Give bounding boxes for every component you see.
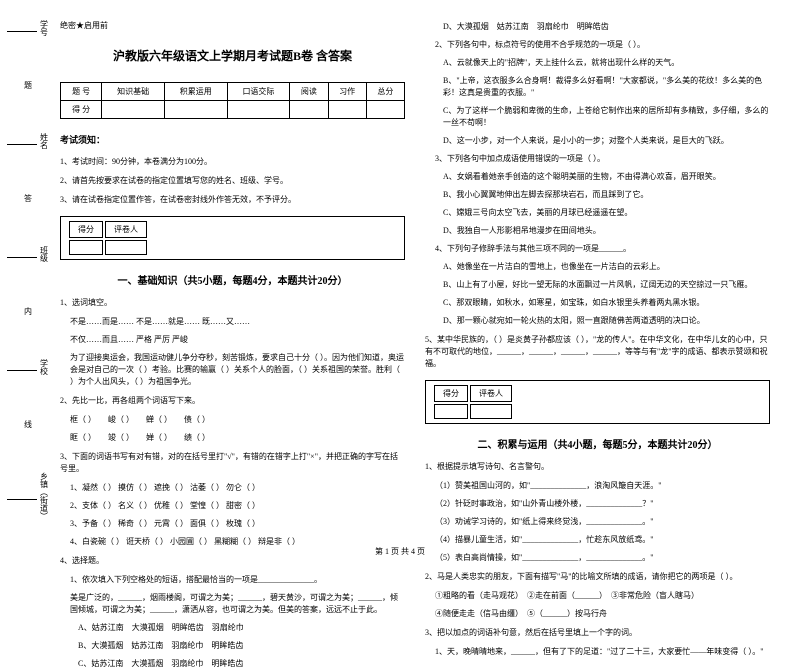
q1: 1、选词填空。	[60, 297, 405, 309]
notice-head: 考试须知：	[60, 133, 405, 146]
q1a: 不是……而是…… 不是……就是…… 既……又……	[70, 316, 405, 328]
optC: C、姑苏江南 大漠孤烟 羽扇纶巾 明眸皓齿	[78, 658, 405, 670]
q3c: 3、予备（ ） 稀奇（ ） 元霄（ ） 面俱（ ） 枚瑰（ ）	[70, 518, 405, 530]
q4e2: B、山上有了小屋，好比一望无际的水面飘过一片风帆，辽阔无边的天空掠过一只飞雁。	[443, 279, 770, 291]
optA: A、姑苏江南 大漠孤烟 明眸皓齿 羽扇纶巾	[78, 622, 405, 634]
q2: 2、先比一比，再各组两个词语写下来。	[60, 395, 405, 407]
q2a: 框（ ） 峻（ ） 蝉（ ） 债（ ）	[70, 414, 405, 426]
sub-score-box-2: 得分评卷人	[425, 380, 770, 424]
side-da: 答	[23, 194, 34, 202]
q3b: 2、支体（ ） 名义（ ） 优稚（ ） 堂惶（ ） 甜密（ ）	[70, 500, 405, 512]
optB: B、大漠孤烟 姑苏江南 羽扇纶巾 明眸皓齿	[78, 640, 405, 652]
q3: 3、下面的词语书写有对有错，对的在括号里打"√"，有错的在错字上打"×"，并把正…	[60, 451, 405, 475]
score-table: 题 号 知识基础 积累运用 口语交际 阅读 习作 总分 得 分	[60, 82, 405, 119]
th-2: 积累运用	[164, 83, 227, 101]
th-3: 口语交际	[227, 83, 290, 101]
row2-label: 得 分	[61, 101, 102, 119]
th-0: 题 号	[61, 83, 102, 101]
q4b: 美是广泛的，______，烟雨楼阁，可谓之为美；______，碧天黄沙，可谓之为…	[70, 592, 405, 616]
q4e: 4、下列句子修辞手法与其他三项不同的一项是______。	[435, 243, 770, 255]
s2q1c: （3）劝诫学习诗的，如"纸上得来终觉浅，______________。"	[435, 516, 770, 528]
optD: D、大漠孤烟 姑苏江南 羽扇纶巾 明眸皓齿	[443, 21, 770, 33]
s2q1b: （2）针砭时事政治，如"山外青山楼外楼，______________？"	[435, 498, 770, 510]
s2q1: 1、根据提示填写诗句、名言警句。	[425, 461, 770, 473]
side-binding-labels: 学号 题 姓名 答 班级 内 学校 线 乡镇（街道）	[8, 20, 48, 520]
q4d2: B、我小心翼翼地伸出左脚去探那块岩石，而且踩到了它。	[443, 189, 770, 201]
side-banji: 班级	[39, 246, 50, 262]
sub-score-box-1: 得分评卷人	[60, 216, 405, 260]
q4e4: D、那一颗心就宛如一轮火热的太阳，照一直跟随佛苦两道透明的决口论。	[443, 315, 770, 327]
q4e3: C、那双眼睛，如秋水，如寒星，如宝珠，如白水银里头养着两丸黑水银。	[443, 297, 770, 309]
q4c: 2、下列各句中，标点符号的使用不合乎规范的一项是（ ）。	[435, 39, 770, 51]
side-xuehao: 学号	[39, 20, 50, 36]
q2b: 眶（ ） 竣（ ） 婵（ ） 绩（ ）	[70, 432, 405, 444]
s2q3a: 1、天，晚晴晴地来，______，但有了下的足道："过了二十三，大家要忙――年味…	[435, 646, 770, 658]
secret-mark: 绝密★启用前	[60, 20, 405, 31]
side-ti: 题	[23, 81, 34, 89]
th-1: 知识基础	[102, 83, 165, 101]
q3a: 1、凝然（ ） 摸仿（ ） 遮挽（ ） 沽萎（ ） 勿仑（ ）	[70, 482, 405, 494]
side-xingming: 姓名	[39, 133, 50, 149]
s2q1a: （1）赞美祖国山河的，如"______________，浪淘风簸自天涯。"	[435, 480, 770, 492]
q4e1: A、她像坐在一片洁白的雪地上，也像坐在一片洁白的云彩上。	[443, 261, 770, 273]
s2q2: 2、马是人类忠实的朋友，下面有描写"马"的比喻文所填的成语，请你把它的两项是（ …	[425, 571, 770, 583]
s2q2a: ①粗略的看（走马观花） ②走在前面（______） ③非常危险（盲人瞎马）	[435, 590, 770, 602]
section2-title: 二、积累与运用（共4小题，每题5分，本题共计20分）	[425, 436, 770, 451]
page-footer: 第 1 页 共 4 页	[0, 546, 800, 557]
s2q3: 3、把以加点的词语补句意，然后在括号里填上一个字的词。	[425, 627, 770, 639]
side-xuexiao: 学校	[39, 359, 50, 375]
side-nei: 内	[23, 307, 34, 315]
q4d1: A、女娲看着她亲手创造的这个聪明美丽的生物，不由得满心欢喜，眉开眼笑。	[443, 171, 770, 183]
side-xian: 线	[23, 420, 34, 428]
exam-title: 沪教版六年级语文上学期月考试题B卷 含答案	[60, 47, 405, 64]
notice-3: 3、请在试卷指定位置作答，在试卷密封线外作答无效，不予评分。	[60, 194, 405, 205]
q4d4: D、我独自一人形影相吊地漫步在田间地头。	[443, 225, 770, 237]
s2q2b: ④随便走走（信马由缰） ⑤（______）按马行舟	[435, 608, 770, 620]
q4c4: D、这一小步，对一个人来说，是小小的一步；对整个人类来说，是巨大的飞跃。	[443, 135, 770, 147]
q1b: 不仅……而且…… 严格 严厉 严峻	[70, 334, 405, 346]
th-6: 总分	[366, 83, 404, 101]
s2q1d: （4）描暴儿童生活，如"______________，忙趁东风放纸鸢。"	[435, 534, 770, 546]
right-column: D、大漠孤烟 姑苏江南 羽扇纶巾 明眸皓齿 2、下列各句中，标点符号的使用不合乎…	[425, 20, 770, 530]
notice-1: 1、考试时间：90分钟，本卷满分为100分。	[60, 156, 405, 167]
q5: 5、某中华民族的，（ ）是炎黄子孙都应该（ ），"龙的传人"。在中华文化，在中华…	[425, 334, 770, 370]
left-column: 绝密★启用前 沪教版六年级语文上学期月考试题B卷 含答案 题 号 知识基础 积累…	[60, 20, 405, 530]
notice-2: 2、请首先按要求在试卷的指定位置填写您的姓名、班级、学号。	[60, 175, 405, 186]
q4d3: C、嫦娥三号向太空飞去，美丽的月球已经遥遥在望。	[443, 207, 770, 219]
th-5: 习作	[328, 83, 366, 101]
th-4: 阅读	[290, 83, 328, 101]
q4c3: C、为了这样一个脆弱和卑微的生命，上苍给它制作出来的居所却有多精致，多仔细，多么…	[443, 105, 770, 129]
q4c2: B、"上帝，这衣服多么合身啊！裁得多么好看啊！"大家都说，"多么美的花纹！多么美…	[443, 75, 770, 99]
q4a: 1、依次填入下列空格处的短语，搭配最恰当的一项是______________。	[70, 574, 405, 586]
q4c1: A、云就像天上的"招牌"，天上挂什么云，就将出现什么样的天气。	[443, 57, 770, 69]
section1-title: 一、基础知识（共5小题，每题4分，本题共计20分）	[60, 272, 405, 287]
q4d: 3、下列各句中加点成语使用错误的一项是（ ）。	[435, 153, 770, 165]
side-xiangzhen: 乡镇（街道）	[39, 472, 50, 520]
q1c: 为了迎接奥运会，我国运动健儿争分夺秒，刻苦锻炼，要求自己十分（ ）。因为他们知道…	[70, 352, 405, 388]
